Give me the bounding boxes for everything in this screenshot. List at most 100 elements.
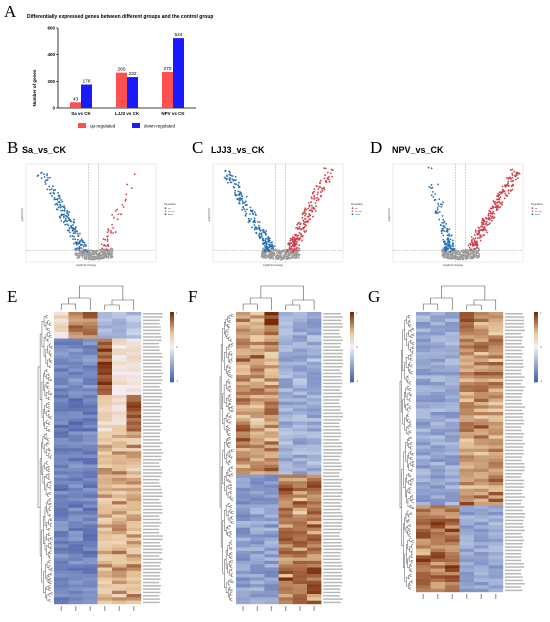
row-label-placeholder xyxy=(505,446,524,448)
heatmap-cell xyxy=(264,471,279,475)
row-label-placeholder xyxy=(323,422,340,424)
heatmap-cell xyxy=(97,550,113,555)
volcano-point-down xyxy=(84,244,87,246)
row-dendrogram-branch xyxy=(228,320,231,323)
heatmap-cell xyxy=(68,501,84,505)
volcano-point-down xyxy=(62,206,65,209)
heatmap-cell xyxy=(126,348,142,353)
heatmap-cell xyxy=(97,517,113,522)
row-label-placeholder xyxy=(323,402,340,405)
volcano-point-down xyxy=(441,214,444,217)
volcano-point-down xyxy=(452,245,455,248)
heatmap-cell xyxy=(68,531,84,535)
volcano-point-up xyxy=(501,203,503,206)
heatmap-cell xyxy=(236,444,251,449)
heatmap-cell xyxy=(83,404,98,409)
volcano-point-ns xyxy=(88,257,91,260)
volcano-point-ns xyxy=(101,251,103,253)
heatmap-cell xyxy=(250,564,265,568)
heatmap-cell xyxy=(83,497,98,502)
heatmap-cell xyxy=(278,587,293,591)
heatmap-cell xyxy=(83,441,98,445)
volcano-point-down xyxy=(442,227,445,230)
heatmap-cell xyxy=(292,521,308,525)
heatmap-cell xyxy=(307,398,322,402)
row-label-placeholder xyxy=(323,326,343,328)
column-label-placeholder xyxy=(285,606,287,611)
volcano-point-up xyxy=(305,220,308,223)
volcano-point-down xyxy=(430,183,433,186)
heatmap-cell xyxy=(278,351,293,356)
row-label-placeholder xyxy=(505,413,524,415)
heatmap-cell xyxy=(97,534,113,538)
heatmap-cell xyxy=(474,492,489,496)
volcano-point-up xyxy=(104,238,107,241)
heatmap-cell xyxy=(430,495,446,499)
row-label-placeholder xyxy=(323,329,340,332)
row-label-placeholder xyxy=(505,576,523,578)
volcano-point-up xyxy=(472,237,475,240)
volcano-point-down xyxy=(242,206,245,209)
heatmap-cell xyxy=(430,418,446,423)
heatmap-cell xyxy=(292,411,308,416)
volcano-point-down xyxy=(258,235,260,237)
heatmap-cell xyxy=(292,527,308,532)
heatmap-cell xyxy=(278,404,293,409)
volcano-point-up xyxy=(303,209,306,212)
row-dendrogram-branch xyxy=(408,529,411,532)
heatmap-cell xyxy=(459,408,475,413)
heatmap-cell xyxy=(126,421,142,426)
heatmap-cell xyxy=(307,594,322,598)
heatmap-cell xyxy=(68,461,84,465)
volcano-point-up xyxy=(307,219,309,222)
volcano-plot-npv: log2(Fold change) -log10(FDR) Regulation… xyxy=(388,163,544,267)
row-dendrogram-branch xyxy=(48,373,50,377)
volcano-point-down xyxy=(438,218,441,221)
heatmap-cell xyxy=(292,315,308,319)
row-dendrogram-branch xyxy=(223,417,227,430)
heatmap-cell xyxy=(97,544,113,548)
heatmap-cell xyxy=(416,552,431,556)
row-dendrogram-branch xyxy=(408,519,410,522)
volcano-point-up xyxy=(476,232,478,235)
heatmap-cell xyxy=(264,511,279,515)
heatmap-cell xyxy=(54,325,69,329)
row-dendrogram-branch xyxy=(410,364,413,368)
row-label-placeholder xyxy=(505,479,525,482)
row-label-placeholder xyxy=(505,556,522,558)
heatmap-cell xyxy=(112,312,127,316)
row-label-placeholder xyxy=(143,571,161,574)
volcano-point-up xyxy=(474,237,477,240)
volcano-point-down xyxy=(238,181,240,184)
heatmap-cell xyxy=(83,375,98,379)
heatmap-cell xyxy=(264,351,279,356)
volcano-point-ns xyxy=(267,256,270,258)
volcano-point-up xyxy=(493,201,496,203)
volcano-point-down xyxy=(240,194,243,196)
volcano-point-down xyxy=(43,175,46,178)
heatmap-cell xyxy=(54,534,69,538)
volcano-point-up xyxy=(317,191,319,194)
heatmap-cell xyxy=(236,574,251,578)
heatmap-cell xyxy=(430,522,446,526)
volcano-point-down xyxy=(237,186,240,189)
heatmap-cell xyxy=(416,318,431,323)
heatmap-cell xyxy=(83,544,98,548)
heatmap-cell xyxy=(250,474,265,479)
volcano-point-ns xyxy=(265,256,268,258)
volcano-point-down xyxy=(62,215,65,218)
heatmap-cell xyxy=(307,550,322,555)
heatmap-cell xyxy=(83,341,98,346)
heatmap-cell xyxy=(250,497,265,502)
row-label-placeholder xyxy=(323,485,341,488)
heatmap-cell xyxy=(430,395,446,399)
heatmap-cell xyxy=(292,474,308,479)
volcano-point-down xyxy=(67,216,70,219)
volcano-point-up xyxy=(308,209,311,212)
heatmap-cell xyxy=(416,522,431,526)
heatmap-cell xyxy=(292,461,308,465)
heatmap-cell xyxy=(459,415,475,419)
heatmap-cell xyxy=(416,465,431,469)
heatmap-cell xyxy=(278,391,293,396)
row-label-placeholder xyxy=(143,525,160,527)
